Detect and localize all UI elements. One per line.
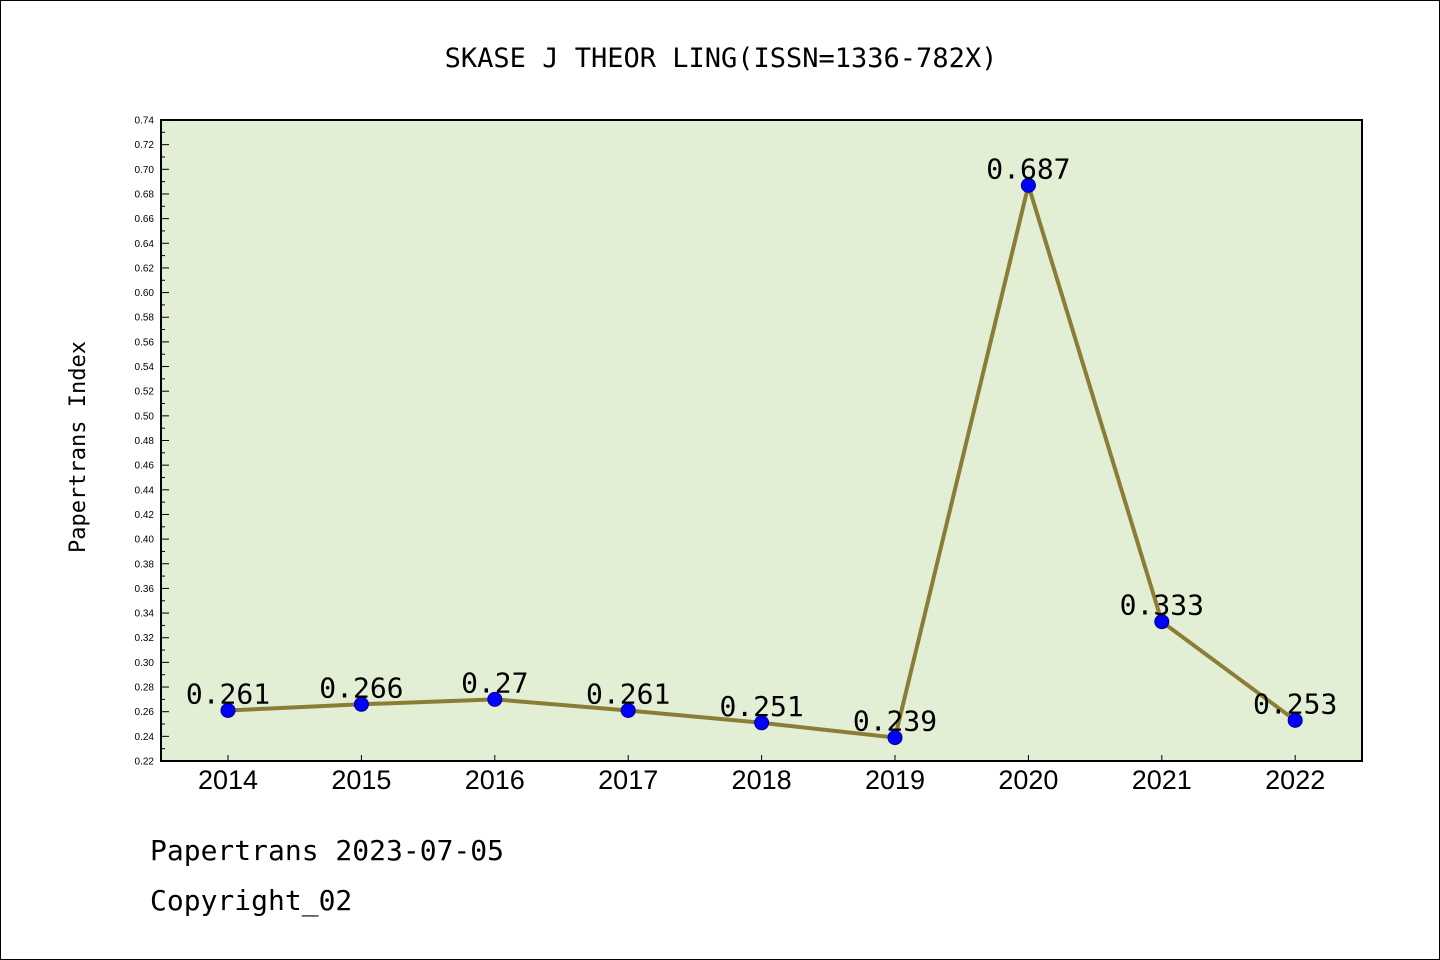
x-tick-label: 2019 [865,765,925,795]
data-point [754,715,770,731]
data-label: 0.261 [186,677,270,710]
y-axis-ticks: 0.22 0.24 0.26 0.28 0.30 0.32 0.34 0.36 0.38 0.40… [135,116,169,768]
x-tick-label: 2018 [732,765,792,795]
y-axis-label: Papertrans Index [66,341,91,553]
y-tick-label: 0.60 [135,288,155,299]
y-tick-label: 0.62 [135,263,155,274]
data-label: 0.239 [853,705,937,738]
x-tick-label: 2021 [1132,765,1192,795]
data-point [1287,712,1303,728]
y-tick-label: 0.52 [135,387,155,398]
y-tick-label: 0.50 [135,411,155,422]
x-axis-ticks: 2014 2015 2016 2017 2018 2019 2020 2021 2022 [198,755,1325,795]
y-tick-label: 0.38 [135,559,155,570]
plot-area [160,119,1363,762]
series-layer [220,177,1303,746]
y-tick-label: 0.26 [135,707,155,718]
data-label: 0.333 [1120,589,1204,622]
y-tick-label: 0.58 [135,313,155,324]
data-label: 0.261 [586,677,670,710]
data-point [1154,614,1170,630]
y-tick-label: 0.46 [135,461,155,472]
y-tick-label: 0.70 [135,165,155,176]
x-tick-label: 2022 [1265,765,1325,795]
y-tick-label: 0.64 [135,239,155,250]
y-tick-label: 0.22 [135,757,155,768]
x-tick-label: 2020 [998,765,1058,795]
y-tick-label: 0.66 [135,214,155,225]
chart-title: SKASE J THEOR LING(ISSN=1336-782X) [445,43,998,74]
footer-date-line: Papertrans 2023-07-05 [150,834,505,867]
y-tick-label: 0.40 [135,535,155,546]
y-tick-label: 0.32 [135,633,155,644]
y-tick-label: 0.42 [135,510,155,521]
data-point [1020,177,1036,193]
y-tick-label: 0.74 [135,116,155,127]
y-tick-label: 0.36 [135,584,155,595]
data-label: 0.266 [319,671,403,704]
x-tick-label: 2017 [598,765,658,795]
footer-copyright-line: Copyright_02 [150,884,353,917]
y-tick-label: 0.56 [135,337,155,348]
y-tick-label: 0.68 [135,189,155,200]
data-point [353,696,369,712]
y-tick-label: 0.54 [135,362,155,373]
data-labels: 0.261 0.266 0.27 0.261 0.251 0.239 0.687 0.333 0… [186,152,1337,737]
y-tick-label: 0.24 [135,732,155,743]
data-point [220,702,236,718]
y-tick-label: 0.34 [135,609,155,620]
data-point [620,702,636,718]
x-tick-label: 2014 [198,765,258,795]
y-tick-label: 0.48 [135,436,155,447]
data-label: 0.27 [461,666,528,699]
data-label: 0.687 [986,152,1070,185]
y-tick-label: 0.44 [135,485,155,496]
y-tick-label: 0.30 [135,658,155,669]
data-label: 0.251 [719,690,803,723]
data-label: 0.253 [1253,687,1337,720]
y-tick-label: 0.28 [135,683,155,694]
data-point [887,730,903,746]
y-tick-label: 0.72 [135,140,155,151]
x-tick-label: 2016 [465,765,525,795]
x-tick-label: 2015 [331,765,391,795]
data-point [487,691,503,707]
